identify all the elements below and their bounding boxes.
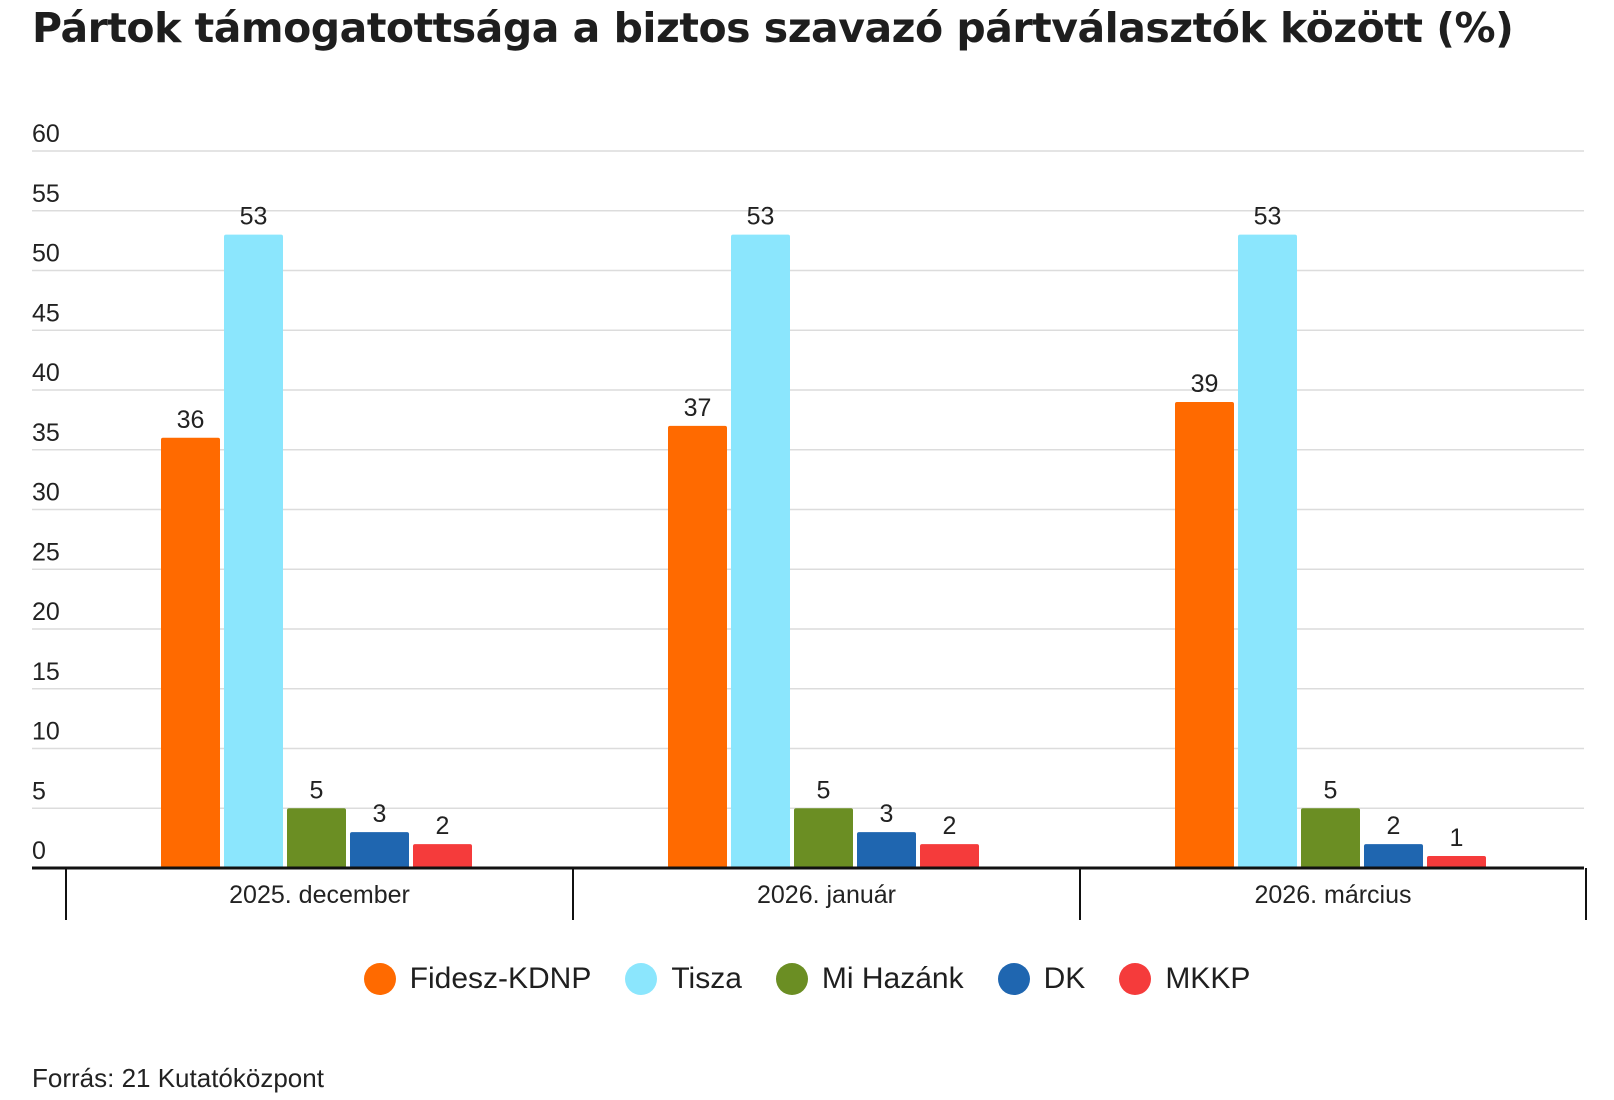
- legend-item-tisza: Tisza: [625, 962, 742, 996]
- legend-item-fidesz-kdnp: Fidesz-KDNP: [363, 962, 592, 996]
- data-label: 53: [747, 203, 775, 231]
- y-tick-label: 25: [32, 538, 60, 566]
- x-axis: 2025. december 2026. január 2026. március: [32, 866, 1587, 920]
- y-tick-label: 50: [32, 240, 60, 268]
- gridlines: [32, 150, 1584, 809]
- x-category-label: 2026. március: [1254, 881, 1411, 909]
- bar: [1427, 856, 1486, 868]
- x-category-label: 2026. január: [757, 881, 896, 909]
- bar: [350, 832, 409, 868]
- bar: [1238, 234, 1297, 868]
- bar: [161, 437, 220, 868]
- bar: [668, 425, 727, 868]
- y-tick-label: 15: [32, 658, 60, 686]
- legend: Fidesz-KDNP Tisza Mi Hazánk DK MKKP: [0, 962, 1614, 996]
- legend-dot-icon: [625, 963, 658, 995]
- legend-label: DK: [1043, 962, 1086, 995]
- bar: [1175, 401, 1234, 868]
- y-tick-label: 40: [32, 359, 60, 387]
- data-label: 5: [310, 776, 324, 804]
- bar: [1301, 808, 1360, 868]
- legend-item-mkkp: MKKP: [1119, 962, 1250, 996]
- legend-dot-icon: [997, 963, 1030, 995]
- legend-dot-icon: [363, 963, 396, 995]
- y-tick-label: 35: [32, 419, 60, 447]
- y-tick-label: 55: [32, 180, 60, 208]
- bar: [224, 234, 283, 868]
- data-label: 1: [1450, 824, 1464, 852]
- y-tick-label: 5: [32, 777, 46, 805]
- y-tick-label: 45: [32, 299, 60, 327]
- data-label: 53: [1254, 203, 1282, 231]
- data-label: 39: [1191, 370, 1219, 398]
- data-label: 2: [436, 812, 450, 840]
- x-category-label: 2025. december: [229, 881, 410, 909]
- legend-label: MKKP: [1165, 962, 1251, 995]
- chart-title: Pártok támogatottsága a biztos szavazó p…: [32, 4, 1514, 52]
- data-label: 36: [177, 406, 205, 434]
- bar: [413, 844, 472, 868]
- data-label: 2: [1387, 812, 1401, 840]
- data-label: 5: [817, 776, 831, 804]
- y-tick-label: 10: [32, 718, 60, 746]
- legend-dot-icon: [1119, 963, 1152, 995]
- y-tick-label: 20: [32, 598, 60, 626]
- data-label: 5: [1324, 776, 1338, 804]
- legend-dot-icon: [775, 963, 808, 995]
- data-label: 3: [880, 800, 894, 828]
- y-axis-ticks: 0 5 10 15 20 25 30 35 40 45 50 55 60: [32, 120, 60, 865]
- data-label: 2: [943, 812, 957, 840]
- bar: [1364, 844, 1423, 868]
- y-tick-label: 0: [32, 837, 46, 865]
- bar: [920, 844, 979, 868]
- legend-label: Tisza: [671, 962, 742, 995]
- y-tick-label: 30: [32, 479, 60, 507]
- legend-label: Mi Hazánk: [821, 962, 964, 995]
- bar: [731, 234, 790, 868]
- bar: [794, 808, 853, 868]
- data-label: 37: [684, 394, 712, 422]
- legend-item-mi-hazank: Mi Hazánk: [775, 962, 964, 996]
- data-label: 53: [240, 203, 268, 231]
- y-tick-label: 60: [32, 120, 60, 148]
- bar: [287, 808, 346, 868]
- data-label: 3: [373, 800, 387, 828]
- legend-label: Fidesz-KDNP: [409, 962, 592, 995]
- source-note: Forrás: 21 Kutatóközpont: [32, 1063, 324, 1093]
- bars: [161, 234, 1486, 868]
- bar: [857, 832, 916, 868]
- legend-item-dk: DK: [997, 962, 1086, 996]
